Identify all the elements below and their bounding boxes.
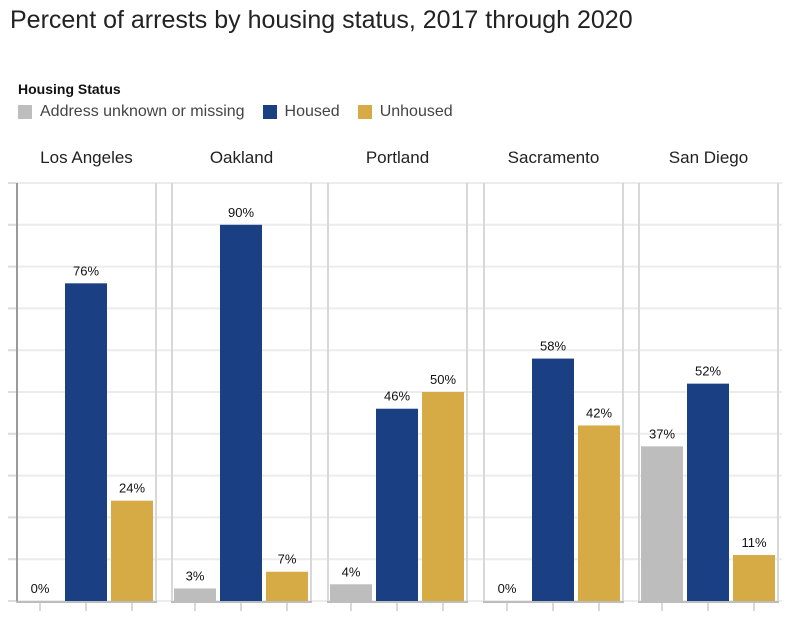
data-label-portland-address-unknown-or-missing: 4% <box>342 564 361 579</box>
legend-item-unhoused: Unhoused <box>357 103 453 121</box>
bar-los-angeles-housed <box>65 283 107 601</box>
legend-title: Housing Status <box>18 81 121 97</box>
legend-label-housed: Housed <box>284 103 340 120</box>
panel-title-sacramento: Sacramento <box>508 148 600 167</box>
data-label-sacramento-housed: 58% <box>540 339 566 354</box>
bar-sacramento-housed <box>532 358 574 601</box>
bar-sacramento-unhoused <box>578 425 620 601</box>
bar-oakland-housed <box>220 224 262 602</box>
panel-title-oakland: Oakland <box>210 148 273 167</box>
data-label-sacramento-unhoused: 42% <box>586 405 612 420</box>
data-label-los-angeles-housed: 76% <box>73 263 99 278</box>
bar-oakland-unhoused <box>266 571 308 601</box>
data-label-oakland-housed: 90% <box>228 205 254 220</box>
bar-oakland-address-unknown-or-missing <box>174 588 216 601</box>
legend-swatch-housed <box>262 105 277 119</box>
bar-portland-address-unknown-or-missing <box>330 584 372 601</box>
data-label-los-angeles-address-unknown-or-missing: 0% <box>31 581 50 596</box>
bar-san-diego-housed <box>687 383 729 601</box>
bar-portland-unhoused <box>422 392 464 601</box>
legend-label-unhoused: Unhoused <box>379 103 453 120</box>
panel-title-portland: Portland <box>366 148 429 167</box>
bar-san-diego-unhoused <box>733 555 775 601</box>
legend-swatch-unknown <box>18 105 32 119</box>
legend-item-housed: Housed <box>262 103 340 121</box>
data-label-sacramento-address-unknown-or-missing: 0% <box>498 581 517 596</box>
bar-los-angeles-unhoused <box>111 500 153 601</box>
legend-item-unknown: Address unknown or missing <box>18 103 245 121</box>
data-label-portland-unhoused: 50% <box>430 372 456 387</box>
legend: Address unknown or missing Housed Unhous… <box>18 103 471 121</box>
panel-title-san-diego: San Diego <box>669 148 748 167</box>
data-label-san-diego-unhoused: 11% <box>741 535 766 550</box>
data-label-portland-housed: 46% <box>384 389 410 404</box>
data-label-oakland-address-unknown-or-missing: 3% <box>186 568 205 583</box>
chart-title: Percent of arrests by housing status, 20… <box>10 6 633 34</box>
data-label-san-diego-address-unknown-or-missing: 37% <box>649 426 675 441</box>
data-label-los-angeles-unhoused: 24% <box>119 481 145 496</box>
panel-title-los-angeles: Los Angeles <box>40 148 133 167</box>
data-label-oakland-unhoused: 7% <box>278 552 297 567</box>
legend-swatch-unhoused <box>357 105 372 119</box>
legend-label-unknown: Address unknown or missing <box>40 103 245 120</box>
data-label-san-diego-housed: 52% <box>695 364 721 379</box>
bar-portland-housed <box>376 408 418 601</box>
bar-san-diego-address-unknown-or-missing <box>641 446 683 601</box>
